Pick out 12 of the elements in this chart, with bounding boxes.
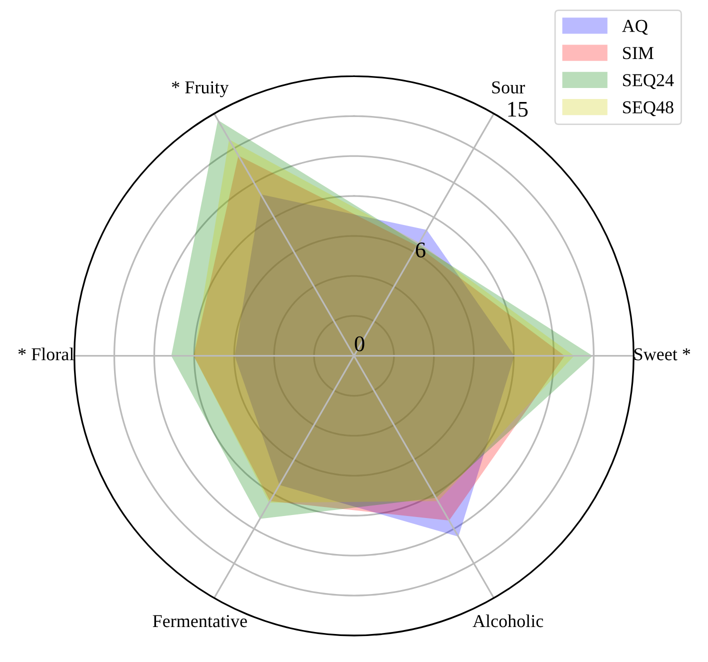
legend-label: SIM: [623, 47, 654, 60]
spoke-label: Sweet *: [634, 348, 690, 360]
spoke-label: Sour: [492, 81, 525, 94]
spoke-label: Fermentative: [152, 615, 247, 628]
y-tick-label: 0: [354, 336, 364, 352]
spoke-label: Alcoholic: [472, 614, 544, 628]
y-tick-label: 15: [508, 102, 528, 117]
spoke-label: * Fruity: [172, 81, 229, 98]
legend-label: SEQ24: [623, 74, 674, 90]
legend-label: AQ: [622, 20, 648, 35]
y-tick-label: 6: [416, 242, 426, 258]
legend-label: SEQ48: [623, 101, 674, 116]
